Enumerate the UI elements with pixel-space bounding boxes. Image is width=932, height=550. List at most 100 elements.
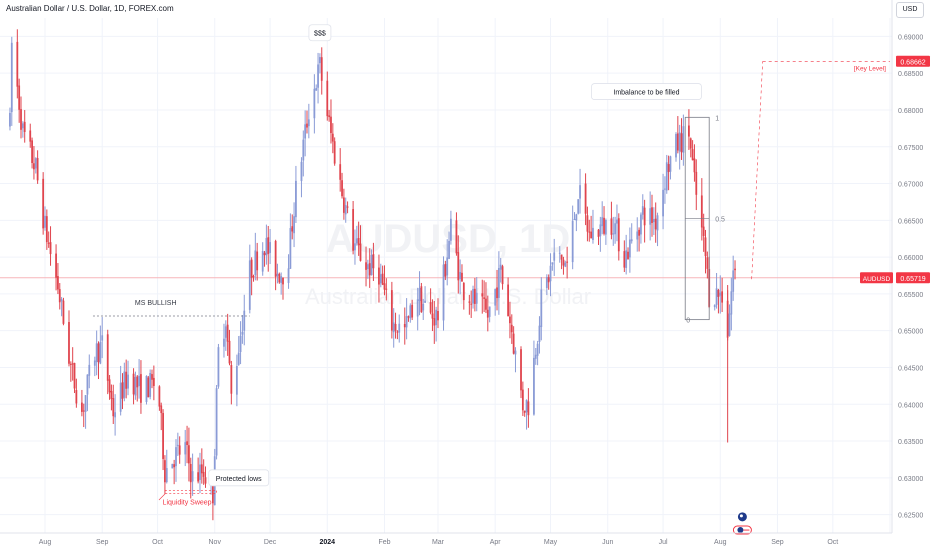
- symbol-tag: [860, 272, 893, 284]
- candle-body: [669, 156, 672, 172]
- fib-level-label: 0: [686, 318, 690, 325]
- annotation-protected-lows-box: [208, 469, 270, 487]
- candle-body: [307, 119, 310, 127]
- candle-body: [171, 463, 174, 469]
- candle-body: [431, 313, 434, 319]
- price-axis-label: 0.67000: [898, 182, 923, 189]
- candle-body: [625, 250, 628, 268]
- liquidity-sweep-box: [164, 489, 217, 494]
- candle-body: [691, 149, 694, 161]
- candle-body: [235, 366, 238, 395]
- candle-body: [304, 124, 307, 139]
- fib-level-label: 0.5: [715, 216, 725, 223]
- candle-body: [202, 471, 205, 477]
- candle-body: [450, 218, 452, 241]
- candle-body: [86, 374, 89, 395]
- candle-body: [641, 206, 644, 215]
- candle-body: [499, 264, 502, 270]
- candle-body: [68, 321, 70, 364]
- candle-body: [728, 313, 731, 336]
- candle-body: [730, 291, 733, 315]
- candle-body: [237, 352, 240, 365]
- candle-body: [597, 229, 600, 237]
- candle-body: [627, 251, 629, 259]
- price-axis-label: 0.66000: [898, 255, 923, 262]
- candle-body: [73, 362, 76, 389]
- candle-body: [540, 289, 543, 328]
- candle-body: [422, 304, 425, 311]
- candle-body: [224, 326, 227, 338]
- candle-body: [127, 374, 129, 389]
- candle-body: [99, 341, 102, 364]
- candle-body: [354, 243, 356, 251]
- candle-body: [652, 219, 655, 223]
- candle-body: [44, 215, 46, 228]
- annotation-liquidity-sweep: Liquidity Sweep: [163, 500, 212, 507]
- candle-body: [693, 158, 696, 173]
- candle-body: [481, 293, 484, 297]
- candle-body: [527, 401, 530, 416]
- candle-body: [134, 376, 137, 396]
- candle-body: [523, 410, 526, 413]
- currency-button[interactable]: USD: [896, 2, 924, 18]
- candle-body: [558, 252, 561, 254]
- candle-body: [562, 259, 565, 266]
- candle-body: [700, 195, 703, 228]
- candle-body: [215, 388, 218, 456]
- candle-body: [525, 399, 528, 413]
- candle-body: [521, 389, 524, 411]
- candle-body: [341, 180, 343, 197]
- candle-body: [682, 126, 685, 153]
- candle-body: [359, 243, 362, 261]
- candle-body: [108, 379, 111, 393]
- candle-body: [295, 180, 297, 218]
- candle-body: [636, 231, 639, 240]
- candle-body: [486, 309, 489, 318]
- candle-body: [564, 262, 567, 267]
- time-axis-label: Nov: [209, 539, 222, 546]
- candle-body: [57, 276, 59, 290]
- time-axis-label: Jun: [602, 539, 613, 546]
- candle-body: [223, 338, 225, 347]
- candle-body: [197, 472, 200, 482]
- candle-body: [151, 374, 153, 380]
- candle-body: [21, 123, 24, 129]
- candle-body: [643, 207, 646, 226]
- candle-body: [403, 323, 406, 328]
- candle-body: [178, 445, 181, 455]
- candle-body: [344, 205, 347, 215]
- candle-body: [675, 133, 677, 158]
- candle-body: [355, 238, 358, 244]
- candle-body: [346, 206, 349, 208]
- candle-body: [95, 343, 98, 363]
- candle-body: [649, 208, 652, 225]
- price-axis-label: 0.67500: [898, 145, 923, 152]
- candle-body: [734, 268, 736, 271]
- candle-body: [328, 115, 331, 118]
- candle-body: [176, 444, 179, 446]
- candle-body: [69, 363, 72, 365]
- candle-body: [330, 116, 332, 134]
- candle-body: [617, 218, 620, 252]
- candle-body: [274, 240, 277, 277]
- time-axis-label: Sep: [96, 539, 109, 546]
- candle-body: [688, 125, 690, 137]
- candle-body: [152, 377, 155, 386]
- candle-body: [282, 277, 284, 285]
- time-axis-label: May: [544, 539, 558, 546]
- candle-body: [601, 217, 604, 227]
- candle-body: [230, 365, 233, 394]
- candle-body: [628, 239, 631, 258]
- candle-body: [654, 218, 657, 230]
- candle-body: [610, 218, 613, 235]
- annotation-imbalance-box: [591, 83, 702, 100]
- candle-body: [261, 251, 264, 272]
- candle-body: [468, 301, 471, 303]
- candle-body: [184, 442, 187, 455]
- candle-body: [590, 231, 593, 239]
- candle-body: [370, 255, 373, 276]
- candle-body: [81, 402, 83, 412]
- candle-body: [326, 80, 329, 117]
- candle-body: [560, 254, 563, 260]
